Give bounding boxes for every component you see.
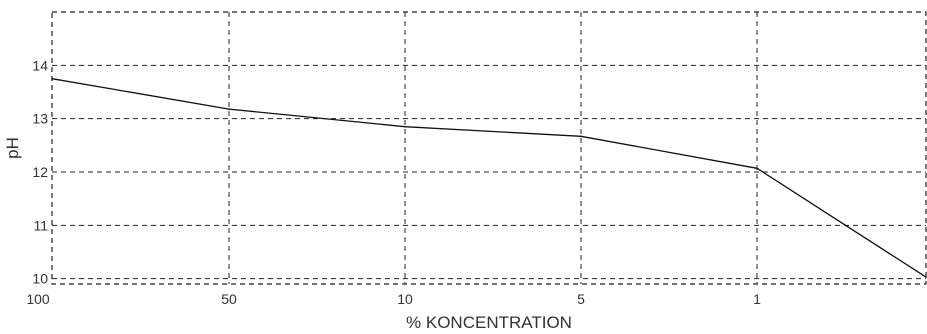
x-axis-ticks: 100 50 10 5 1 xyxy=(26,291,761,307)
x-tick-label: 100 xyxy=(26,291,50,307)
y-tick-label: 10 xyxy=(32,271,48,287)
data-point xyxy=(51,77,53,80)
x-tick-label: 5 xyxy=(577,291,585,307)
series-line xyxy=(51,78,927,278)
y-tick-label: 12 xyxy=(32,164,48,180)
data-point xyxy=(404,125,406,128)
y-tick-label: 14 xyxy=(32,57,48,73)
series-layer xyxy=(51,77,927,278)
plot-frame xyxy=(51,11,927,285)
data-point xyxy=(228,108,230,110)
x-axis-title: % KONCENTRATION xyxy=(406,313,572,332)
y-axis-title: pH xyxy=(3,137,22,159)
x-tick-label: 50 xyxy=(221,291,237,307)
data-point xyxy=(756,167,758,170)
x-tick-label: 10 xyxy=(397,291,413,307)
y-axis-ticks: 10 11 12 13 14 xyxy=(32,57,48,286)
data-point xyxy=(580,135,582,138)
data-point xyxy=(925,276,927,278)
y-tick-label: 11 xyxy=(33,217,48,233)
y-tick-label: 13 xyxy=(32,111,48,127)
x-tick-label: 1 xyxy=(753,291,761,307)
grid xyxy=(52,12,926,284)
